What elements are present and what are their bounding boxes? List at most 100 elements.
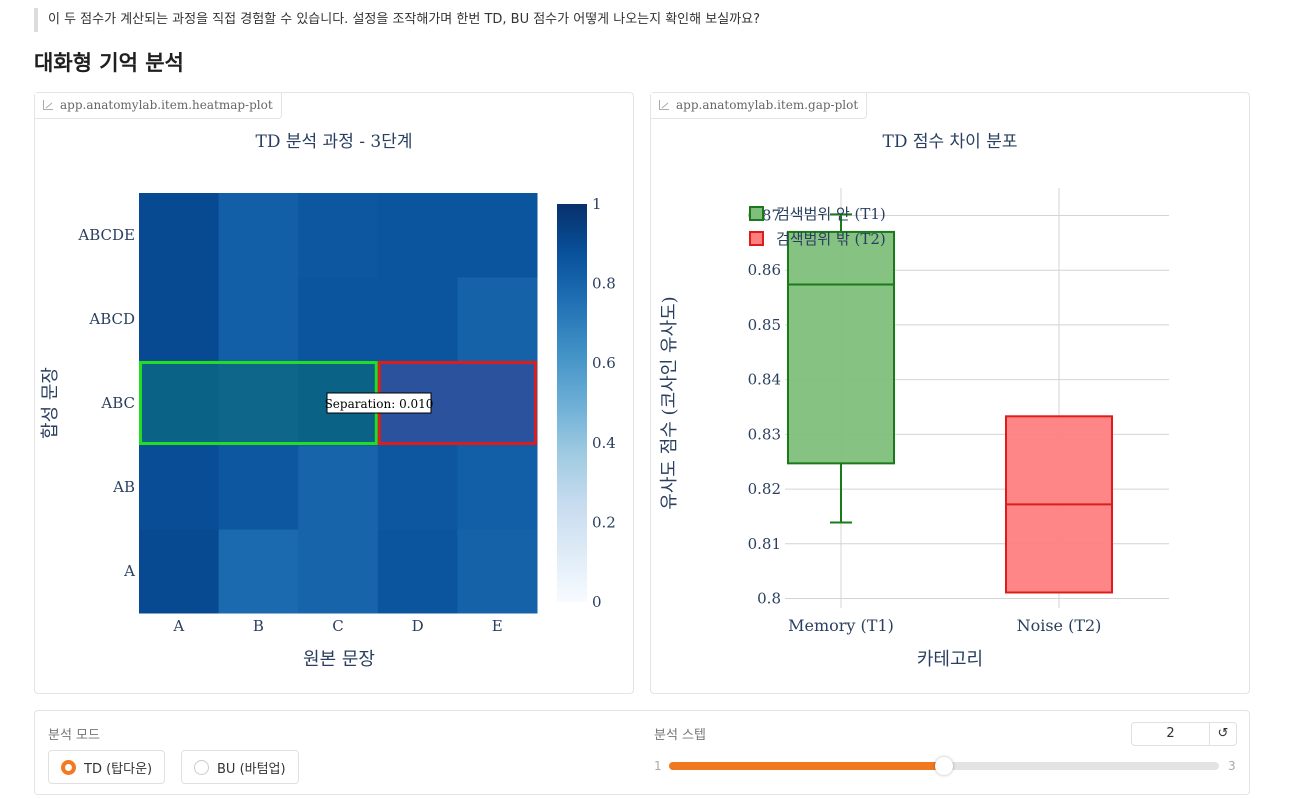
step-label: 분석 스텝 — [654, 728, 706, 743]
radio-checked-icon — [61, 759, 76, 775]
svg-text:ABCD: ABCD — [88, 310, 135, 328]
heatmap-cell[interactable] — [457, 361, 538, 446]
heatmap-cell[interactable] — [298, 193, 379, 278]
heatmap-cell[interactable] — [377, 529, 458, 614]
svg-text:Separation: 0.010: Separation: 0.010 — [325, 397, 434, 411]
slider-max: 3 — [1228, 759, 1236, 773]
box-memory[interactable] — [787, 213, 895, 524]
radio-bu[interactable]: BU (바텀업) — [181, 750, 299, 784]
heatmap-y-ticks: A AB ABC ABCD ABCDE — [77, 226, 135, 580]
svg-text:ABCDE: ABCDE — [77, 226, 135, 244]
slider-min: 1 — [654, 759, 662, 773]
radio-td[interactable]: TD (탑다운) — [48, 750, 166, 784]
svg-text:0: 0 — [592, 593, 602, 611]
heatmap-cell[interactable] — [457, 445, 538, 530]
svg-text:0.86: 0.86 — [748, 261, 781, 279]
chart-icon — [659, 100, 670, 111]
colorbar-ticks: 0 0.2 0.4 0.6 0.8 1 — [592, 195, 616, 611]
svg-text:0.2: 0.2 — [592, 513, 616, 531]
heatmap-cell[interactable] — [457, 529, 538, 614]
heatmap-cell[interactable] — [377, 193, 458, 278]
legend-item[interactable]: 검색범위 안 (T1) — [749, 205, 886, 223]
radio-bu-label: BU (바텀업) — [217, 761, 286, 777]
svg-text:Memory (T1): Memory (T1) — [788, 616, 894, 635]
step-control-group: 분석 스텝 2 ↺ 1 3 — [634, 710, 1250, 795]
heatmap-cell[interactable] — [218, 361, 299, 446]
svg-text:AB: AB — [112, 478, 135, 496]
heatmap-cell[interactable] — [218, 193, 299, 278]
mode-control-group: 분석 모드 TD (탑다운) BU (바텀업) — [34, 710, 634, 795]
heatmap-cell[interactable] — [457, 277, 538, 362]
svg-text:Noise (T2): Noise (T2) — [1017, 616, 1102, 635]
svg-text:B: B — [253, 617, 264, 635]
box-legend: 검색범위 안 (T1) 검색범위 밖 (T2) — [749, 205, 886, 248]
heatmap-cell[interactable] — [139, 529, 220, 614]
svg-text:C: C — [332, 617, 343, 635]
heatmap-cell[interactable] — [298, 445, 379, 530]
colorbar — [557, 204, 587, 602]
svg-text:유사도 점수 (코사인 유사도): 유사도 점수 (코사인 유사도) — [659, 296, 680, 509]
svg-text:0.8: 0.8 — [592, 275, 616, 293]
gap-panel-tag: app.anatomylab.item.gap-plot — [651, 93, 868, 119]
slider-thumb[interactable] — [935, 757, 953, 775]
svg-text:E: E — [492, 617, 503, 635]
intro-quote: 이 두 점수가 계산되는 과정을 직접 경험할 수 있습니다. 설정을 조작해가… — [34, 8, 760, 32]
heatmap-cell[interactable] — [139, 193, 220, 278]
heatmap-cell[interactable] — [218, 529, 299, 614]
svg-text:0.81: 0.81 — [748, 535, 781, 553]
svg-text:검색범위 밖 (T2): 검색범위 밖 (T2) — [776, 230, 886, 248]
box-chart[interactable]: 0.80.810.820.830.840.850.860.87 Memory (… — [651, 93, 1249, 693]
box-noise[interactable] — [1005, 415, 1113, 594]
chart-icon — [43, 100, 54, 111]
heatmap-cell[interactable] — [457, 193, 538, 278]
svg-text:원본 문장: 원본 문장 — [303, 649, 375, 670]
heatmap-cell[interactable] — [139, 445, 220, 530]
svg-text:0.85: 0.85 — [748, 316, 781, 334]
svg-text:D: D — [412, 617, 424, 635]
radio-unchecked-icon — [194, 759, 209, 775]
heatmap-cell[interactable] — [218, 445, 299, 530]
heatmap-title: TD 분석 과정 - 3단계 — [255, 132, 413, 152]
heatmap-cell[interactable] — [218, 277, 299, 362]
box-x-ticks: Memory (T1) Noise (T2) — [788, 616, 1101, 635]
heatmap-cells — [139, 193, 538, 614]
radio-td-label: TD (탑다운) — [84, 761, 153, 777]
heatmap-cell[interactable] — [298, 277, 379, 362]
section-title: 대화형 기억 분석 — [34, 51, 184, 75]
svg-text:1: 1 — [592, 195, 602, 213]
separation-annotation: Separation: 0.010 — [325, 392, 434, 414]
heatmap-cell[interactable] — [298, 529, 379, 614]
gap-title: TD 점수 차이 분포 — [882, 132, 1018, 152]
svg-text:0.84: 0.84 — [748, 371, 781, 389]
svg-text:A: A — [123, 562, 135, 580]
gap-panel: app.anatomylab.item.gap-plot TD 점수 차이 분포… — [650, 92, 1250, 694]
svg-text:0.8: 0.8 — [757, 590, 781, 608]
svg-text:0.83: 0.83 — [748, 425, 781, 443]
heatmap-cell[interactable] — [377, 277, 458, 362]
heatmap-panel-tag: app.anatomylab.item.heatmap-plot — [35, 93, 282, 119]
svg-text:0.6: 0.6 — [592, 354, 616, 372]
gap-panel-tag-label: app.anatomylab.item.gap-plot — [676, 98, 859, 112]
heatmap-panel: app.anatomylab.item.heatmap-plot TD 분석 과… — [34, 92, 634, 694]
svg-text:0.4: 0.4 — [592, 434, 616, 452]
reset-icon[interactable]: ↺ — [1217, 726, 1229, 741]
heatmap-cell[interactable] — [377, 445, 458, 530]
legend-item[interactable]: 검색범위 밖 (T2) — [749, 230, 886, 248]
step-value[interactable]: 2 — [1132, 723, 1210, 745]
mode-label: 분석 모드 — [48, 728, 100, 743]
heatmap-cell[interactable] — [139, 277, 220, 362]
heatmap-cell[interactable] — [139, 361, 220, 446]
svg-text:ABC: ABC — [100, 394, 135, 412]
step-slider[interactable] — [669, 757, 1219, 775]
heatmap-x-ticks: A B C D E — [172, 617, 502, 635]
svg-text:A: A — [172, 617, 184, 635]
svg-text:카테고리: 카테고리 — [917, 649, 983, 670]
step-number-input[interactable]: 2 ↺ — [1131, 722, 1237, 746]
box-series — [787, 213, 1113, 594]
svg-text:0.82: 0.82 — [748, 480, 781, 498]
svg-text:검색범위 안 (T1): 검색범위 안 (T1) — [776, 205, 886, 223]
heatmap-panel-tag-label: app.anatomylab.item.heatmap-plot — [60, 98, 273, 112]
slider-fill — [669, 762, 944, 770]
svg-text:합성 문장: 합성 문장 — [40, 367, 61, 439]
